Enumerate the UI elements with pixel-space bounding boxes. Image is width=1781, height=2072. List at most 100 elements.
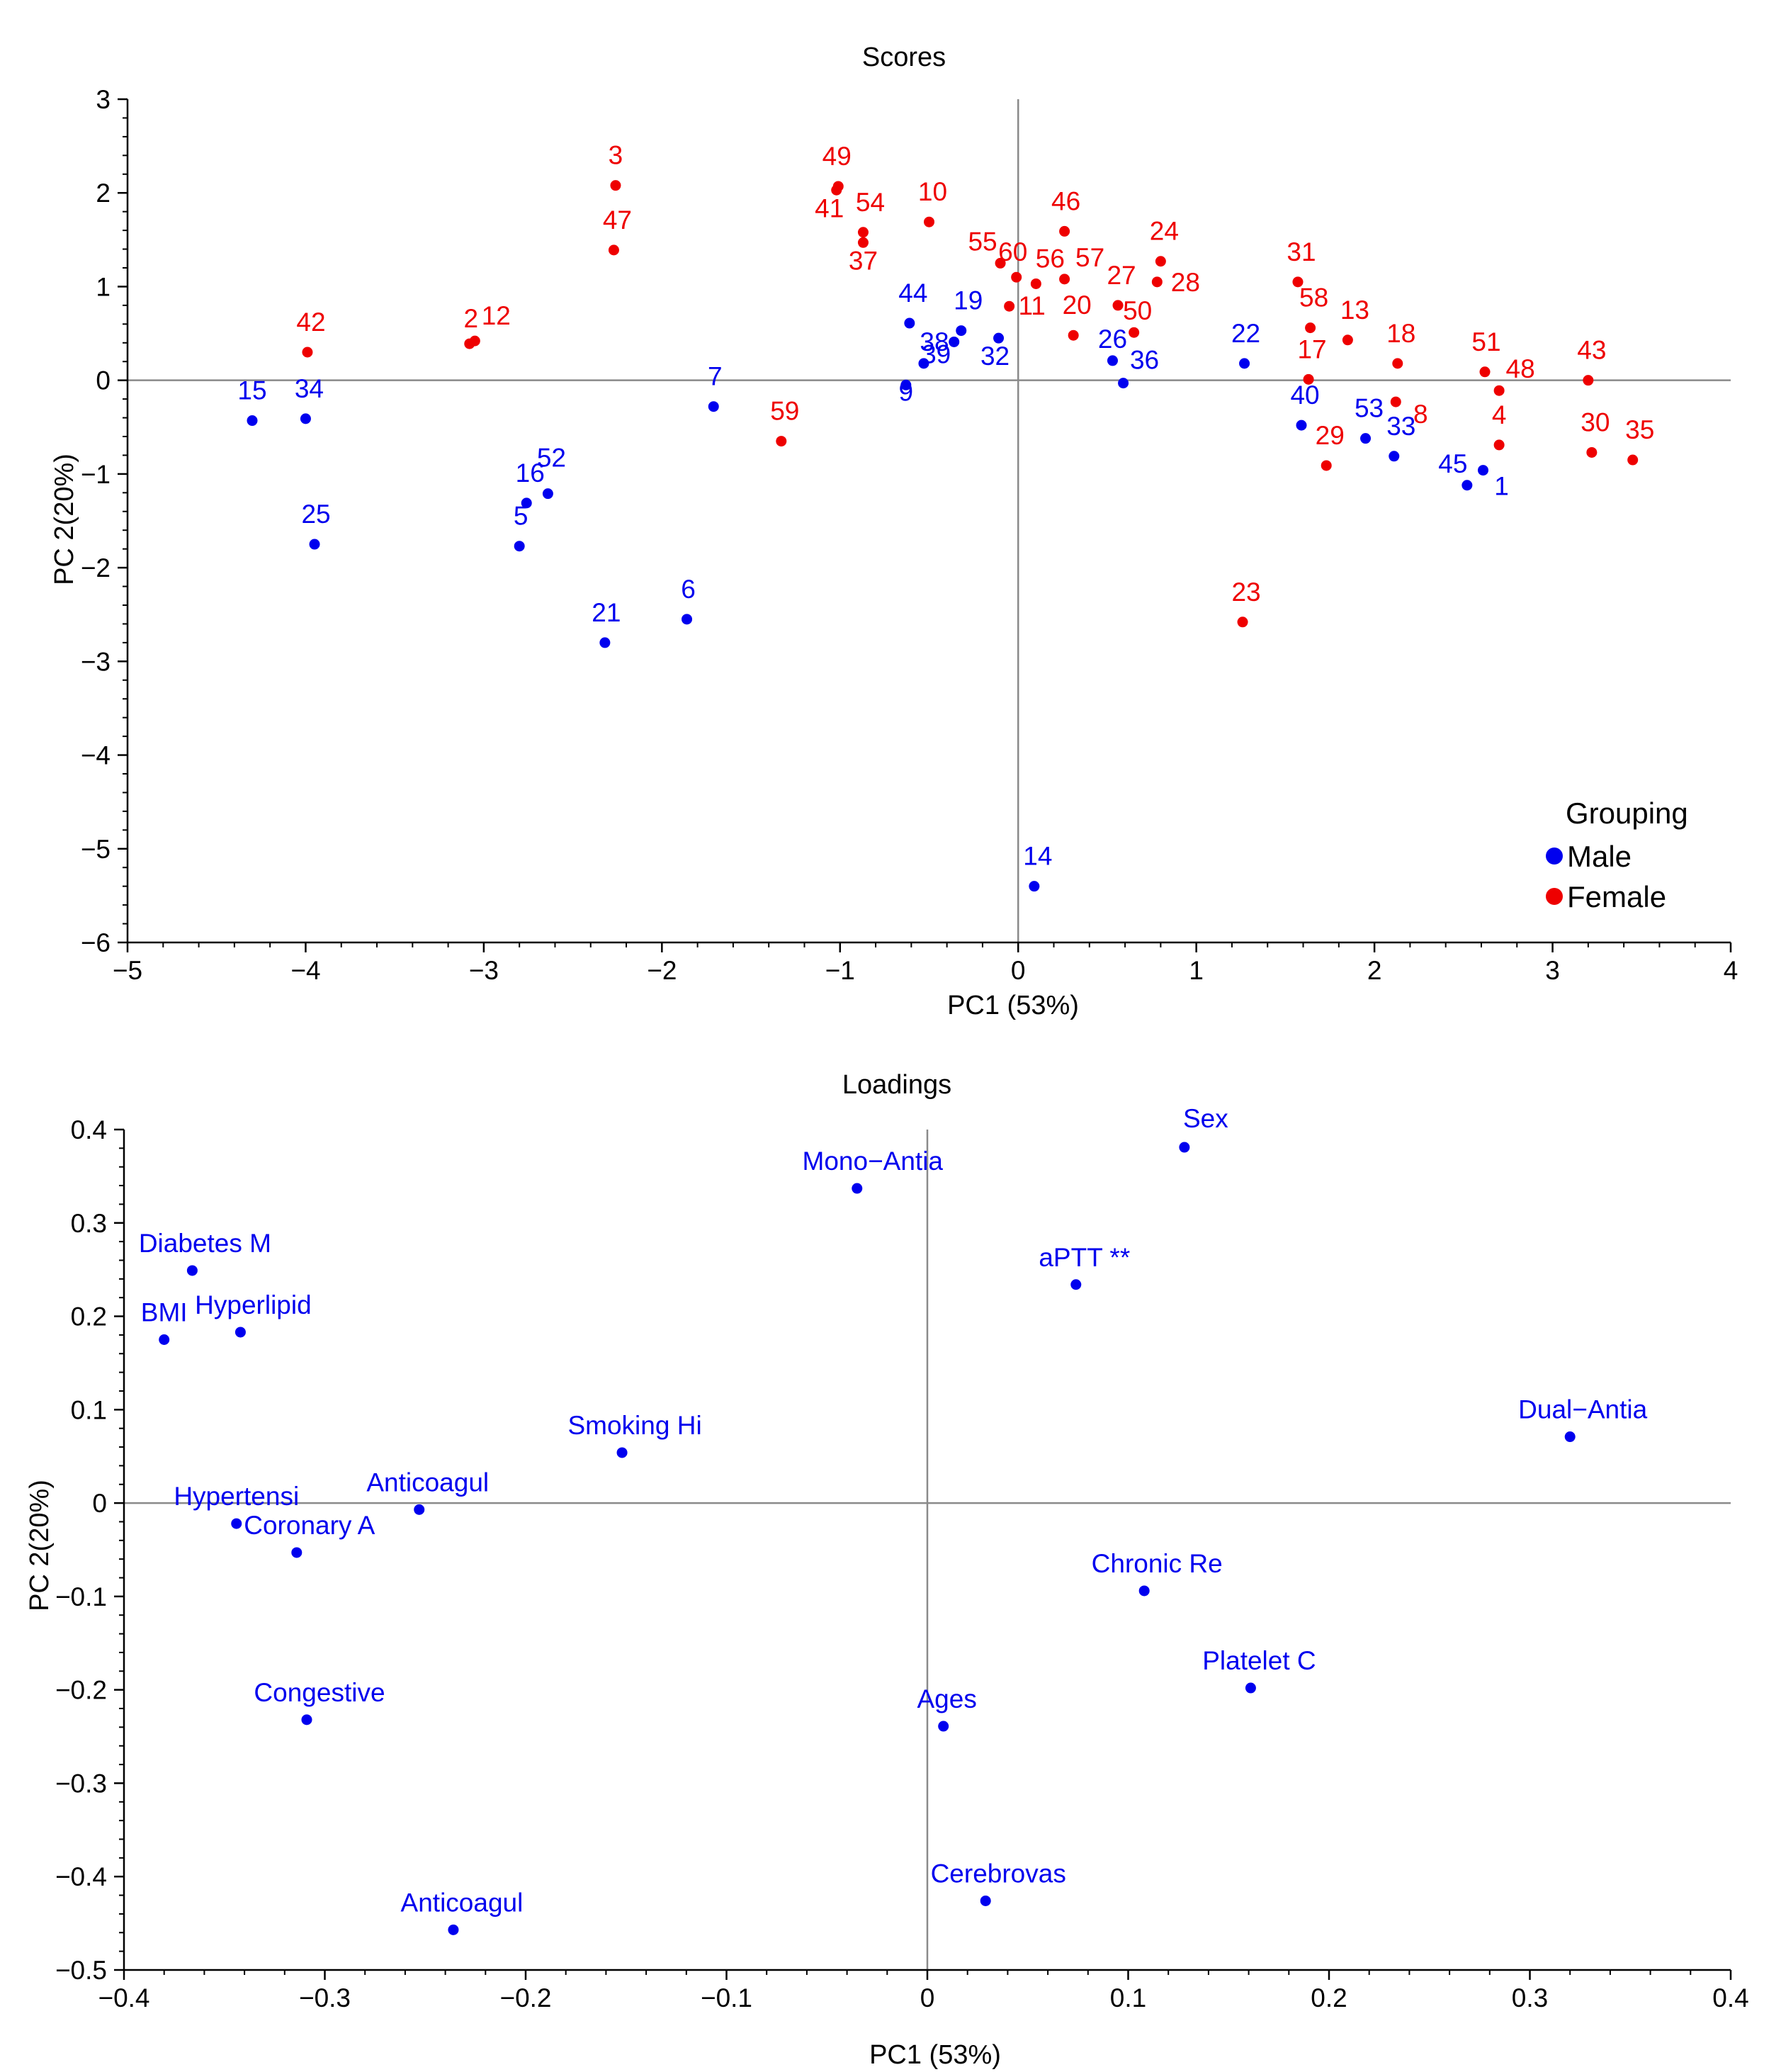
score-label-56: 56 — [1036, 244, 1065, 273]
score-point-3 — [610, 180, 621, 191]
score-label-38: 38 — [920, 327, 949, 356]
loading-label-12: Platelet C — [1202, 1646, 1316, 1675]
score-label-1: 1 — [1494, 472, 1509, 501]
y-tick-label: −0.4 — [55, 1862, 107, 1891]
score-point-25 — [309, 539, 320, 550]
score-label-24: 24 — [1150, 217, 1179, 246]
score-point-47 — [608, 244, 619, 256]
loading-point-11 — [1138, 1585, 1150, 1597]
score-point-17 — [1303, 373, 1314, 385]
loading-label-15: Cerebrovas — [931, 1859, 1066, 1888]
score-label-22: 22 — [1231, 319, 1260, 348]
score-point-30 — [1586, 446, 1598, 458]
y-tick-label: −1 — [81, 460, 111, 489]
score-point-27 — [1112, 300, 1124, 311]
loading-point-14 — [938, 1721, 949, 1732]
score-label-33: 33 — [1386, 412, 1415, 441]
score-label-58: 58 — [1299, 283, 1328, 313]
score-point-4 — [1493, 439, 1505, 451]
score-point-6 — [682, 614, 693, 625]
y-tick-label: 0 — [92, 1489, 107, 1518]
score-point-59 — [776, 436, 787, 447]
score-label-23: 23 — [1231, 578, 1260, 607]
scores-title: Scores — [862, 43, 946, 72]
score-point-45 — [1461, 480, 1473, 491]
score-point-15 — [247, 415, 258, 427]
score-label-27: 27 — [1107, 261, 1136, 290]
score-point-60 — [1011, 271, 1022, 283]
score-point-55 — [995, 257, 1006, 269]
y-tick-label: −0.1 — [55, 1582, 107, 1611]
score-label-16: 16 — [516, 458, 545, 488]
score-label-12: 12 — [482, 301, 511, 330]
score-point-28 — [1151, 276, 1163, 288]
score-point-12 — [469, 335, 480, 347]
loading-label-9: Hypertensi — [174, 1482, 299, 1511]
score-label-52: 52 — [537, 444, 566, 473]
score-label-10: 10 — [918, 177, 947, 206]
score-point-37 — [857, 237, 869, 248]
y-tick-label: −6 — [81, 928, 111, 957]
y-tick-label: −0.3 — [55, 1769, 107, 1798]
score-label-51: 51 — [1471, 327, 1500, 356]
scores-legend: Grouping Male Female — [1546, 796, 1688, 913]
loading-label-13: Congestive — [254, 1678, 385, 1707]
score-label-55: 55 — [968, 227, 997, 256]
x-tick-label: 1 — [1189, 956, 1204, 985]
score-label-53: 53 — [1355, 394, 1384, 423]
loading-label-1: Mono−Antia — [803, 1147, 944, 1176]
score-label-42: 42 — [296, 308, 325, 337]
loadings-x-ticks: −0.4 −0.3 −0.2 −0.1 0 0.1 0.2 0.3 0.4 — [98, 1970, 1749, 2012]
loading-point-10 — [291, 1547, 303, 1558]
score-point-8 — [1390, 396, 1401, 407]
y-tick-label: 1 — [96, 272, 111, 301]
score-label-2: 2 — [463, 304, 478, 333]
x-tick-label: 3 — [1545, 956, 1560, 985]
loading-point-15 — [980, 1895, 991, 1906]
score-label-21: 21 — [592, 598, 621, 627]
score-label-40: 40 — [1290, 381, 1319, 410]
score-label-20: 20 — [1063, 291, 1092, 320]
score-label-35: 35 — [1625, 415, 1654, 444]
score-label-50: 50 — [1123, 296, 1152, 325]
x-tick-label: 0 — [920, 1983, 935, 2012]
score-label-60: 60 — [998, 237, 1027, 266]
loading-point-12 — [1245, 1682, 1256, 1694]
score-label-37: 37 — [849, 246, 878, 275]
score-label-7: 7 — [708, 362, 723, 391]
score-point-22 — [1239, 358, 1250, 369]
y-tick-label: 0.2 — [71, 1302, 107, 1331]
loading-label-10: Coronary A — [244, 1511, 375, 1540]
score-point-23 — [1237, 616, 1248, 628]
score-point-42 — [302, 347, 313, 358]
legend-female-marker — [1546, 888, 1563, 905]
score-point-31 — [1292, 276, 1304, 288]
score-point-50 — [1129, 327, 1140, 338]
loading-label-5: BMI — [141, 1298, 188, 1327]
score-label-46: 46 — [1051, 186, 1080, 215]
score-point-5 — [514, 541, 525, 552]
score-label-30: 30 — [1581, 407, 1610, 437]
y-tick-label: −0.5 — [55, 1956, 107, 1985]
y-tick-label: 0.1 — [71, 1395, 107, 1424]
loadings-title: Loadings — [842, 1070, 951, 1100]
score-point-21 — [599, 637, 611, 648]
score-label-39: 39 — [922, 339, 951, 368]
score-label-18: 18 — [1386, 319, 1415, 348]
loading-point-6 — [1564, 1431, 1576, 1443]
legend-female-label: Female — [1567, 880, 1666, 913]
x-tick-label: −5 — [113, 956, 142, 985]
loading-label-6: Dual−Antia — [1518, 1395, 1647, 1424]
score-point-9 — [900, 379, 912, 390]
loadings-y-ticks: −0.5 −0.4 −0.3 −0.2 −0.1 0 0.1 0.2 0.3 0.4 — [55, 1115, 124, 1985]
score-label-32: 32 — [980, 342, 1010, 371]
score-point-39 — [949, 336, 960, 347]
loading-point-16 — [448, 1924, 459, 1935]
loading-point-4 — [234, 1327, 246, 1338]
score-point-40 — [1296, 420, 1307, 431]
loading-label-8: Anticoagul — [366, 1468, 489, 1497]
score-label-43: 43 — [1577, 336, 1606, 365]
score-label-3: 3 — [609, 141, 623, 170]
score-label-19: 19 — [954, 286, 983, 315]
score-point-7 — [708, 401, 719, 412]
